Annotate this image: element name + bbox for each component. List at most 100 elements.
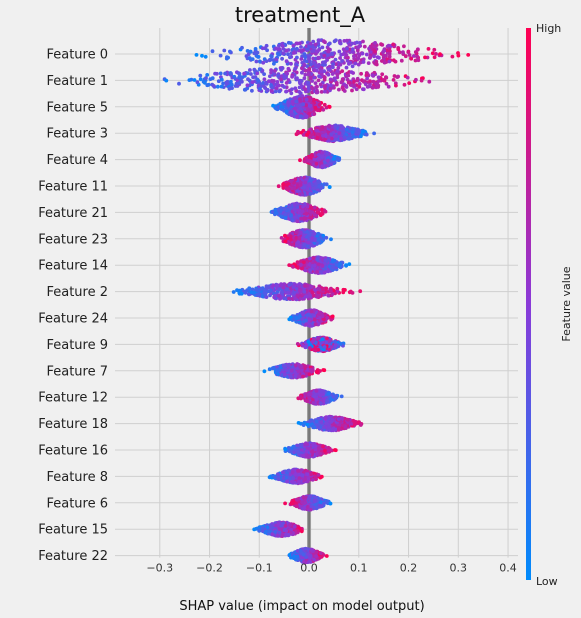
shap-point xyxy=(310,243,314,248)
shap-point xyxy=(333,57,338,62)
shap-point xyxy=(294,230,299,235)
shap-point xyxy=(255,71,260,76)
shap-point xyxy=(359,71,363,76)
shap-point xyxy=(323,258,328,263)
shap-point xyxy=(286,40,291,45)
shap-point xyxy=(240,79,244,84)
shap-point xyxy=(346,80,351,85)
plot-background xyxy=(115,27,518,574)
shap-point xyxy=(272,61,276,66)
shap-point xyxy=(368,55,372,60)
shap-point xyxy=(331,265,335,270)
shap-point xyxy=(338,56,342,60)
shap-point xyxy=(303,55,308,60)
shap-point xyxy=(351,127,356,132)
shap-point xyxy=(323,40,327,45)
shap-point xyxy=(402,82,407,87)
shap-point xyxy=(308,76,313,81)
shap-point xyxy=(299,216,303,221)
shap-point xyxy=(281,186,286,190)
shap-point xyxy=(312,61,317,65)
shap-point xyxy=(326,49,331,54)
shap-point xyxy=(302,76,307,81)
shap-point xyxy=(237,75,242,80)
shap-point xyxy=(306,240,311,245)
shap-point xyxy=(215,84,220,89)
shap-point xyxy=(307,111,312,116)
shap-point xyxy=(384,81,389,86)
shap-point xyxy=(302,52,307,56)
shap-point xyxy=(344,127,349,132)
shap-point xyxy=(269,54,273,58)
shap-point xyxy=(374,62,379,67)
shap-point xyxy=(307,323,312,328)
shap-point xyxy=(344,83,349,88)
shap-point xyxy=(295,189,300,194)
shap-point xyxy=(432,55,437,60)
shap-point xyxy=(298,183,303,187)
shap-point xyxy=(327,124,332,129)
shap-point xyxy=(277,43,281,48)
shap-point xyxy=(336,66,341,70)
shap-point xyxy=(319,90,324,94)
shap-point xyxy=(275,80,280,84)
shap-point xyxy=(295,46,299,51)
shap-point xyxy=(322,51,327,55)
shap-point xyxy=(296,240,301,245)
shap-point xyxy=(279,67,284,72)
shap-point xyxy=(334,263,339,267)
shap-point xyxy=(316,78,321,83)
shap-point xyxy=(338,41,342,45)
shap-point xyxy=(268,74,272,79)
shap-point xyxy=(321,107,326,112)
shap-point xyxy=(326,158,330,163)
shap-point xyxy=(371,79,376,84)
shap-point xyxy=(254,287,259,292)
shap-point xyxy=(242,71,247,76)
shap-point xyxy=(297,236,302,240)
shap-point xyxy=(357,53,362,58)
shap-point xyxy=(325,151,329,156)
shap-point xyxy=(322,53,327,58)
shap-point xyxy=(300,66,304,71)
shap-point xyxy=(302,289,307,294)
shap-point xyxy=(273,68,277,73)
shap-point xyxy=(317,287,322,292)
shap-point xyxy=(348,47,352,52)
shap-point xyxy=(291,51,296,55)
shap-point xyxy=(289,61,293,66)
shap-point xyxy=(274,106,278,111)
shap-point xyxy=(303,284,308,288)
shap-point xyxy=(261,81,266,85)
shap-point xyxy=(290,218,295,223)
shap-point xyxy=(253,47,258,51)
shap-point xyxy=(320,150,325,155)
shap-point xyxy=(317,74,321,79)
shap-point xyxy=(164,78,169,83)
shap-point xyxy=(317,102,322,107)
shap-point xyxy=(291,291,296,296)
shap-point xyxy=(372,54,376,59)
shap-point xyxy=(393,59,398,64)
shap-point xyxy=(229,71,233,76)
shap-point xyxy=(299,263,303,267)
shap-point xyxy=(373,49,377,54)
shap-point xyxy=(284,89,289,94)
shap-point xyxy=(341,47,346,52)
shap-point xyxy=(311,256,316,260)
shap-point xyxy=(293,86,298,91)
shap-point xyxy=(315,88,319,93)
shap-point xyxy=(306,312,310,317)
shap-point xyxy=(384,53,388,58)
shap-point xyxy=(300,209,305,214)
shap-point xyxy=(327,104,332,109)
shap-point xyxy=(372,131,376,136)
shap-point xyxy=(286,66,291,71)
shap-point xyxy=(297,192,302,197)
shap-point xyxy=(308,268,313,273)
shap-point xyxy=(318,127,323,132)
shap-point xyxy=(304,155,309,160)
shap-point xyxy=(353,61,358,66)
shap-point xyxy=(314,49,319,54)
shap-point xyxy=(333,124,338,129)
